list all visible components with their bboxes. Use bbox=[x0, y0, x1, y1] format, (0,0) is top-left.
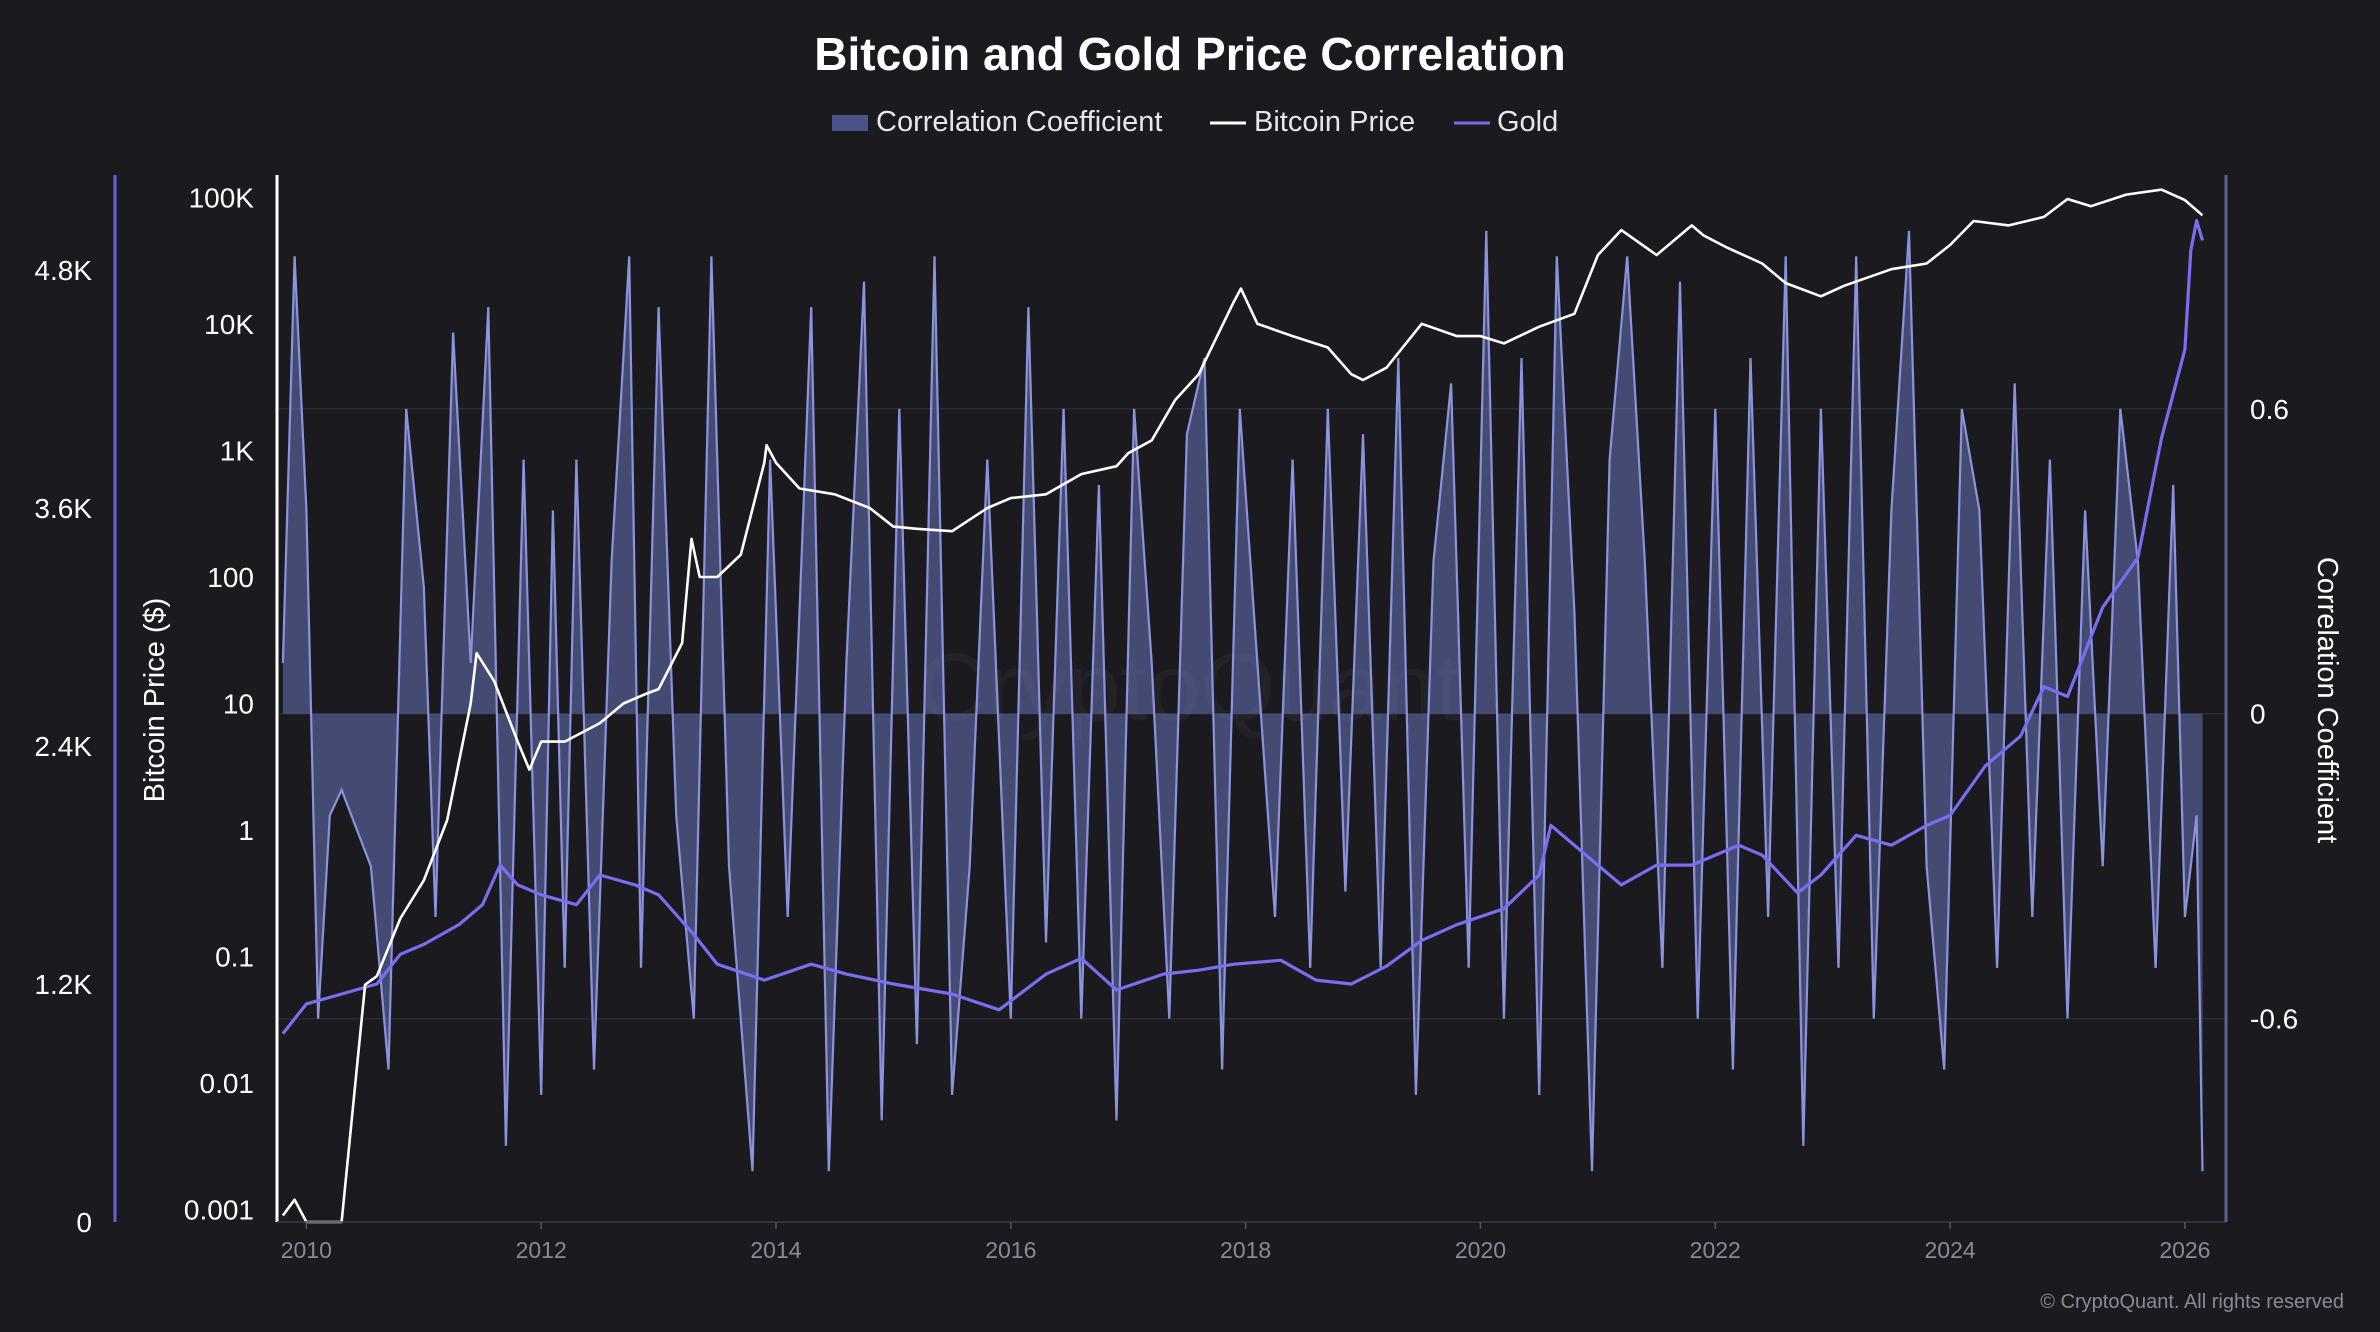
x-tick-label: 2026 bbox=[2159, 1237, 2210, 1263]
correlation-line bbox=[281, 230, 2204, 1172]
bitcoin-axis-ticks: 0.001 0.01 0.1 1 10 100 1K 10K 100K bbox=[184, 182, 254, 1225]
gold-tick-label: 2.4K bbox=[34, 731, 92, 762]
x-tick-label: 2010 bbox=[281, 1237, 332, 1263]
gold-tick-label: 0 bbox=[76, 1207, 92, 1238]
legend-item-bitcoin[interactable]: Bitcoin Price bbox=[1210, 106, 1415, 138]
correlation-tick-label: 0 bbox=[2250, 699, 2266, 730]
correlation-tick-label: 0.6 bbox=[2250, 394, 2289, 425]
bitcoin-tick-label: 10K bbox=[204, 309, 254, 340]
x-tick-label: 2022 bbox=[1690, 1237, 1741, 1263]
bitcoin-axis-title: Bitcoin Price ($) bbox=[139, 598, 171, 803]
bitcoin-tick-label: 100K bbox=[189, 182, 255, 213]
correlation-series bbox=[281, 230, 2204, 1172]
gold-tick-label: 1.2K bbox=[34, 969, 92, 1000]
legend: Correlation Coefficient Bitcoin Price Go… bbox=[832, 106, 1558, 138]
gold-line bbox=[281, 219, 2205, 1035]
legend-item-correlation[interactable]: Correlation Coefficient bbox=[832, 106, 1162, 138]
x-tick-label: 2016 bbox=[985, 1237, 1036, 1263]
gold-tick-label: 3.6K bbox=[34, 493, 92, 524]
x-tick-label: 2020 bbox=[1455, 1237, 1506, 1263]
bitcoin-tick-label: 0.01 bbox=[200, 1068, 255, 1099]
legend-label-bitcoin: Bitcoin Price bbox=[1254, 106, 1415, 138]
bitcoin-tick-label: 100 bbox=[207, 562, 254, 593]
x-tick-label: 2014 bbox=[750, 1237, 801, 1263]
gold-tick-label: 4.8K bbox=[34, 255, 92, 286]
x-tick-label: 2018 bbox=[1220, 1237, 1271, 1263]
gold-axis-ticks: 0 1.2K 2.4K 3.6K 4.8K bbox=[34, 255, 92, 1238]
correlation-axis-ticks: -0.6 0 0.6 bbox=[2250, 394, 2298, 1035]
legend-item-gold[interactable]: Gold bbox=[1454, 106, 1558, 138]
correlation-axis-title: Correlation Coefficient bbox=[2311, 557, 2343, 843]
bitcoin-line bbox=[281, 188, 2204, 1224]
correlation-area bbox=[282, 230, 2203, 1172]
legend-swatch-correlation bbox=[832, 115, 868, 131]
correlation-tick-label: -0.6 bbox=[2250, 1004, 2298, 1035]
copyright: © CryptoQuant. All rights reserved bbox=[2040, 1291, 2344, 1313]
legend-label-gold: Gold bbox=[1497, 106, 1558, 138]
x-tick-label: 2024 bbox=[1925, 1237, 1976, 1263]
bitcoin-tick-label: 1K bbox=[220, 435, 255, 466]
bitcoin-tick-label: 1 bbox=[238, 815, 254, 846]
chart-title: Bitcoin and Gold Price Correlation bbox=[814, 28, 1565, 80]
x-axis-ticks: 2010 2012 2014 2016 2018 2020 2022 2024 2026 bbox=[281, 1222, 2210, 1263]
x-tick-label: 2012 bbox=[516, 1237, 567, 1263]
legend-label-correlation: Correlation Coefficient bbox=[876, 106, 1162, 138]
bitcoin-tick-label: 0.001 bbox=[184, 1195, 254, 1226]
bitcoin-tick-label: 0.1 bbox=[215, 942, 254, 973]
bitcoin-tick-label: 10 bbox=[223, 689, 254, 720]
